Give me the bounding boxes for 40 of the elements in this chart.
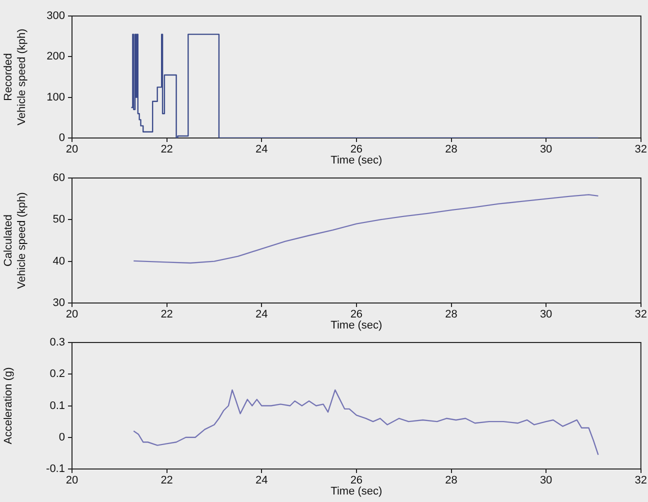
x-tick-label: 20 [66, 144, 78, 156]
y-tick-label: -0.1 [46, 463, 65, 476]
x-tick-label: 28 [445, 144, 458, 156]
x-tick-label: 20 [66, 308, 78, 321]
y-axis-title: Acceleration (g) [2, 367, 15, 444]
y-tick-label: 40 [52, 255, 65, 268]
y-tick-label: 0.3 [50, 336, 65, 349]
y-axis-title: Recorded Vehicle speed (kph) [2, 28, 28, 126]
x-tick-label: 22 [160, 474, 173, 487]
y-axis-title: Calculated Vehicle speed (kph) [2, 192, 28, 289]
x-tick-label: 32 [634, 144, 648, 156]
y-tick-label: 100 [46, 91, 65, 104]
x-tick-label: 26 [350, 474, 363, 487]
y-tick-label: 0 [58, 132, 65, 144]
y-tick-label: 300 [46, 10, 65, 22]
y-tick-label: 60 [52, 172, 65, 184]
x-tick-label: 30 [540, 144, 552, 156]
x-tick-label: 20 [66, 474, 78, 487]
x-axis-title: Time (sec) [330, 154, 382, 166]
y-tick-label: 200 [46, 50, 65, 63]
x-tick-label: 28 [445, 308, 458, 321]
x-tick-label: 28 [445, 474, 458, 487]
x-tick-label: 32 [634, 308, 648, 321]
x-tick-label: 22 [160, 308, 173, 321]
x-tick-label: 32 [634, 474, 648, 487]
y-tick-label: 30 [52, 297, 65, 310]
y-tick-label: 50 [52, 214, 65, 226]
x-axis-title: Time (sec) [330, 319, 382, 332]
x-tick-label: 24 [256, 144, 268, 156]
y-tick-label: 0.1 [50, 400, 65, 412]
x-tick-label: 24 [256, 308, 268, 321]
x-tick-label: 26 [350, 308, 363, 321]
y-tick-label: 0.2 [50, 368, 65, 380]
x-tick-label: 24 [256, 474, 268, 487]
y-tick-label: 0 [58, 431, 65, 444]
x-tick-label: 30 [540, 474, 552, 487]
x-axis-title: Time (sec) [330, 485, 382, 498]
x-tick-label: 22 [160, 144, 173, 156]
x-tick-label: 30 [540, 308, 552, 321]
x-tick-label: 26 [350, 144, 363, 156]
